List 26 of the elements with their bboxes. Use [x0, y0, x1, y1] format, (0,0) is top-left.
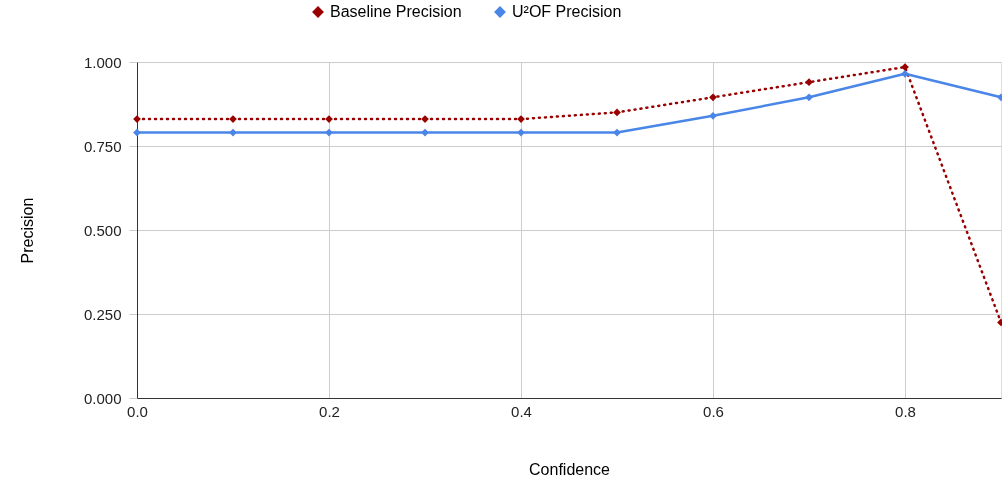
point [325, 128, 333, 137]
y-tick-label: 0.500 [83, 221, 122, 239]
point [421, 128, 429, 137]
point [805, 93, 813, 102]
point [133, 128, 141, 137]
y-tick-label: 0.000 [83, 389, 122, 407]
x-tick-label: 0.4 [511, 402, 532, 420]
point [613, 108, 621, 117]
point [517, 128, 525, 137]
x-tick-label: 0.6 [703, 402, 724, 420]
legend-label: Baseline Precision [330, 3, 462, 20]
point [613, 128, 621, 137]
y-tick-label: 0.750 [83, 137, 122, 155]
point [229, 128, 237, 137]
legend-label: U²OF Precision [512, 3, 622, 20]
x-tick-label: 0.2 [319, 402, 340, 420]
x-tick-label: 0.0 [127, 402, 148, 420]
point [709, 111, 717, 120]
point [709, 93, 717, 102]
x-tick-label: 0.8 [895, 402, 916, 420]
y-tick-label: 1.000 [83, 53, 122, 71]
x-axis-title: Confidence [529, 460, 611, 478]
point [901, 69, 909, 78]
y-tick-label: 0.250 [83, 305, 122, 323]
point [805, 78, 813, 87]
y-axis-title: Precision [18, 197, 36, 264]
